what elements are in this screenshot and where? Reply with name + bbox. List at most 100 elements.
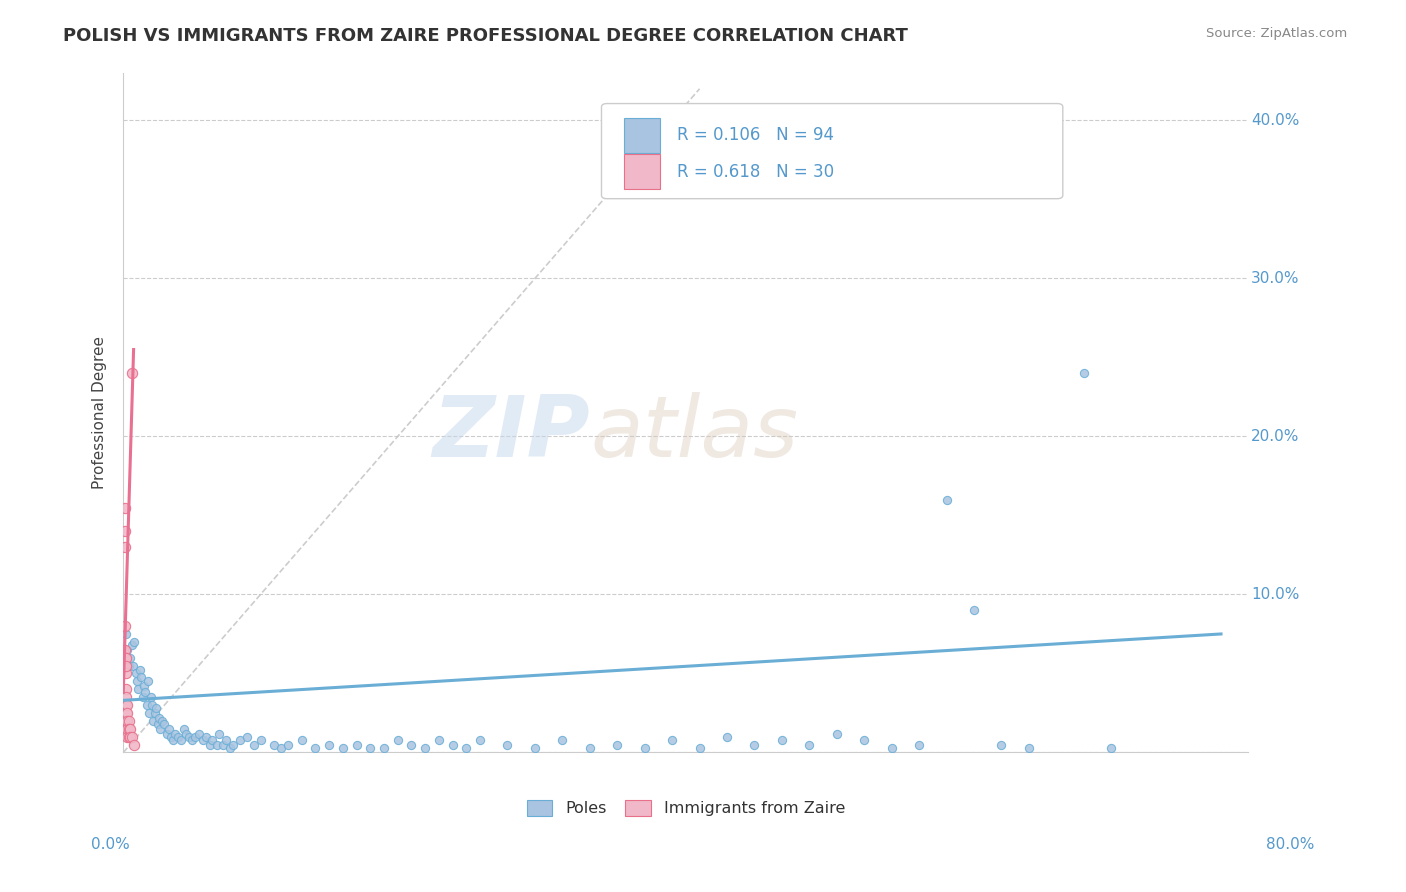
Point — [689, 740, 711, 755]
Point — [117, 642, 139, 657]
Point — [180, 732, 202, 747]
Point — [179, 730, 201, 744]
Point — [579, 740, 602, 755]
Point — [825, 726, 848, 740]
Point — [1099, 740, 1122, 755]
Point — [121, 638, 143, 652]
Point — [149, 722, 172, 736]
Text: 10.0%: 10.0% — [1251, 587, 1299, 602]
Point — [249, 732, 271, 747]
Text: 0.0%: 0.0% — [91, 837, 131, 852]
Point — [150, 714, 173, 728]
Point — [194, 730, 217, 744]
Point — [198, 738, 221, 752]
Point — [120, 650, 142, 665]
Point — [115, 690, 138, 705]
Point — [551, 732, 574, 747]
Point — [117, 698, 139, 712]
Point — [291, 732, 314, 747]
Point — [183, 730, 205, 744]
Point — [120, 722, 142, 736]
Point — [634, 740, 657, 755]
Point — [208, 726, 231, 740]
Point — [115, 682, 138, 697]
Point — [191, 732, 214, 747]
Point — [219, 740, 242, 755]
Point — [141, 698, 163, 712]
Point — [114, 642, 136, 657]
Point — [118, 658, 141, 673]
Point — [456, 740, 478, 755]
Point — [441, 738, 464, 752]
Text: R = 0.106   N = 94: R = 0.106 N = 94 — [676, 127, 834, 145]
FancyBboxPatch shape — [624, 118, 659, 153]
Point — [115, 706, 138, 720]
Point — [173, 722, 195, 736]
Point — [165, 726, 187, 740]
Text: POLISH VS IMMIGRANTS FROM ZAIRE PROFESSIONAL DEGREE CORRELATION CHART: POLISH VS IMMIGRANTS FROM ZAIRE PROFESSI… — [63, 27, 908, 45]
Point — [770, 732, 793, 747]
Point — [124, 738, 146, 752]
Point — [121, 730, 143, 744]
Point — [143, 706, 166, 720]
Text: 80.0%: 80.0% — [1267, 837, 1315, 852]
Point — [270, 740, 292, 755]
Point — [115, 714, 138, 728]
Point — [127, 682, 149, 697]
Text: Source: ZipAtlas.com: Source: ZipAtlas.com — [1206, 27, 1347, 40]
Point — [606, 738, 628, 752]
Point — [332, 740, 354, 755]
Point — [427, 732, 450, 747]
Point — [117, 730, 139, 744]
Point — [187, 726, 209, 740]
Point — [277, 738, 299, 752]
Text: ZIP: ZIP — [433, 392, 591, 475]
Point — [117, 722, 139, 736]
Point — [114, 524, 136, 539]
Text: 40.0%: 40.0% — [1251, 113, 1299, 128]
Point — [120, 730, 142, 744]
Point — [304, 740, 326, 755]
Point — [139, 690, 162, 705]
Point — [160, 730, 183, 744]
Point — [853, 732, 876, 747]
FancyBboxPatch shape — [602, 103, 1063, 199]
Point — [318, 738, 340, 752]
Point — [242, 738, 264, 752]
Point — [963, 603, 986, 617]
Point — [114, 650, 136, 665]
Point — [115, 666, 138, 681]
Point — [135, 698, 157, 712]
Point — [114, 658, 136, 673]
Point — [118, 714, 141, 728]
Point — [115, 698, 138, 712]
Point — [145, 701, 167, 715]
Point — [373, 740, 395, 755]
Point — [744, 738, 766, 752]
Point — [112, 642, 135, 657]
Point — [157, 722, 180, 736]
Point — [908, 738, 931, 752]
Point — [215, 732, 238, 747]
Point — [990, 738, 1012, 752]
Point — [114, 540, 136, 554]
Point — [118, 722, 141, 736]
Point — [176, 726, 198, 740]
Point — [170, 732, 193, 747]
Point — [132, 679, 155, 693]
Point — [661, 732, 683, 747]
Text: 20.0%: 20.0% — [1251, 429, 1299, 444]
Point — [716, 730, 738, 744]
Y-axis label: Professional Degree: Professional Degree — [93, 336, 107, 489]
Point — [115, 627, 138, 641]
Point — [128, 663, 150, 677]
Point — [359, 740, 381, 755]
Point — [212, 738, 235, 752]
Point — [799, 738, 821, 752]
Text: R = 0.618   N = 30: R = 0.618 N = 30 — [676, 162, 834, 180]
Point — [118, 730, 141, 744]
Point — [121, 366, 143, 380]
Point — [496, 738, 519, 752]
Point — [229, 732, 252, 747]
Point — [236, 730, 259, 744]
